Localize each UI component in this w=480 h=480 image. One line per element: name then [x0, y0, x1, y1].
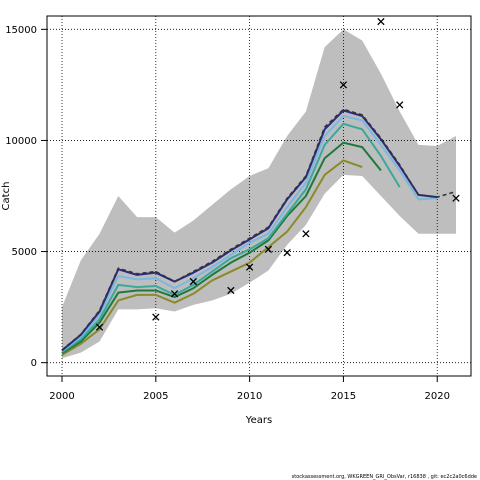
- confidence-band-layer: [62, 29, 456, 359]
- y-tick-label: 0: [31, 358, 37, 369]
- series-line-1: [61, 159, 363, 356]
- observed-point: [189, 277, 197, 286]
- y-tick-label: 10000: [5, 136, 37, 147]
- axis-layer: 2000 2005 2010 2015 2020 0 5000 10000 15000: [5, 25, 450, 402]
- y-tick-label: 15000: [5, 25, 37, 36]
- y-tick-label: 5000: [12, 247, 37, 258]
- observed-point: [377, 17, 385, 26]
- observed-point: [339, 81, 348, 89]
- footer-credit: stockassessment.org, WKGREEN_GRI_ObsVar,…: [291, 474, 477, 480]
- observed-point: [283, 249, 291, 257]
- observed-point: [245, 263, 254, 271]
- series-line-4: [61, 115, 438, 352]
- x-axis-label: Years: [245, 415, 272, 426]
- x-tick-label: 2010: [237, 391, 262, 402]
- x-tick-label: 2015: [331, 391, 356, 402]
- observed-point: [264, 245, 273, 253]
- observed-point: [302, 230, 310, 238]
- x-tick-label: 2005: [143, 391, 168, 402]
- grid-layer: [47, 16, 471, 376]
- x-tick-label: 2000: [49, 391, 74, 402]
- series-line-3: [61, 122, 401, 353]
- observed-point: [452, 194, 460, 202]
- confidence-band: [62, 29, 456, 359]
- observed-point: [396, 101, 404, 109]
- series-layer: [61, 108, 457, 356]
- observed-point: [227, 286, 235, 295]
- x-tick-label: 2020: [425, 391, 450, 402]
- y-axis-label: Catch: [1, 182, 12, 211]
- observed-points-layer: [95, 17, 460, 331]
- observed-point: [170, 290, 179, 298]
- series-line-2: [61, 141, 382, 355]
- plot-frame: [46, 15, 472, 377]
- observed-point: [152, 313, 160, 321]
- series-line-6: [61, 108, 457, 351]
- observed-point: [95, 323, 104, 331]
